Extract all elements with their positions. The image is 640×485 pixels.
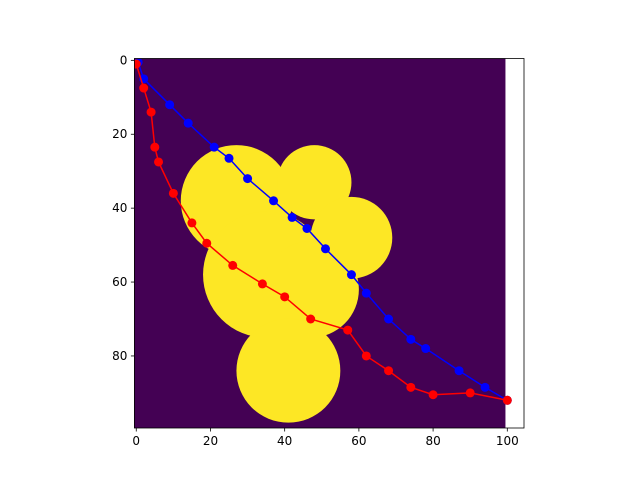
- series-0-point: [209, 142, 219, 152]
- x-tick-label: 0: [132, 434, 140, 448]
- series-1-point: [343, 325, 353, 335]
- series-0-point: [165, 100, 175, 110]
- series-1-point: [168, 188, 178, 198]
- series-1-point: [428, 390, 438, 400]
- mask-region-5: [236, 318, 341, 423]
- series-1-point: [150, 142, 160, 152]
- series-0-point: [454, 366, 464, 376]
- y-tick-label: 0: [120, 53, 128, 67]
- y-axis: 0 20 40 60 80: [112, 53, 135, 363]
- x-tick-label: 20: [203, 434, 218, 448]
- series-1-point: [202, 238, 212, 248]
- series-1-point: [146, 107, 156, 117]
- series-0-point: [302, 223, 312, 233]
- y-tick-label: 20: [112, 127, 127, 141]
- x-tick-label: 100: [496, 434, 519, 448]
- series-0-point: [243, 174, 253, 184]
- series-0-point: [346, 270, 356, 280]
- y-tick-label: 60: [112, 275, 127, 289]
- plot-frame: [133, 58, 525, 429]
- series-0-point: [384, 314, 394, 324]
- x-tick-label: 60: [351, 434, 366, 448]
- series-0-point: [224, 153, 234, 163]
- series-1-point: [306, 314, 316, 324]
- y-tick-label: 80: [112, 349, 127, 363]
- series-1-point: [502, 395, 512, 405]
- series-0-point: [287, 212, 297, 222]
- mask-region-4: [262, 241, 359, 338]
- series-1-point: [406, 382, 416, 392]
- series-1-point: [139, 83, 149, 93]
- series-0-point: [269, 196, 279, 206]
- series-1-point: [154, 157, 164, 167]
- series-1-point: [384, 366, 394, 376]
- series-0-point: [361, 288, 371, 298]
- series-1-point: [465, 388, 475, 398]
- series-0-point: [480, 382, 490, 392]
- series-0-point: [406, 334, 416, 344]
- y-tick-label: 40: [112, 201, 127, 215]
- series-0-point: [183, 118, 193, 128]
- series-1-point: [257, 279, 267, 289]
- series-1-point: [134, 59, 141, 69]
- series-1-point: [361, 351, 371, 361]
- x-tick-label: 80: [425, 434, 440, 448]
- series-0-point: [421, 344, 431, 354]
- x-axis: 0 20 40 60 80 100: [132, 428, 519, 448]
- series-1-point: [187, 218, 197, 228]
- x-tick-label: 40: [277, 434, 292, 448]
- series-0-point: [320, 244, 330, 254]
- series-1-point: [280, 292, 290, 302]
- series-1-point: [228, 260, 238, 270]
- series-layer: [134, 58, 512, 405]
- mask-region-1: [277, 145, 352, 220]
